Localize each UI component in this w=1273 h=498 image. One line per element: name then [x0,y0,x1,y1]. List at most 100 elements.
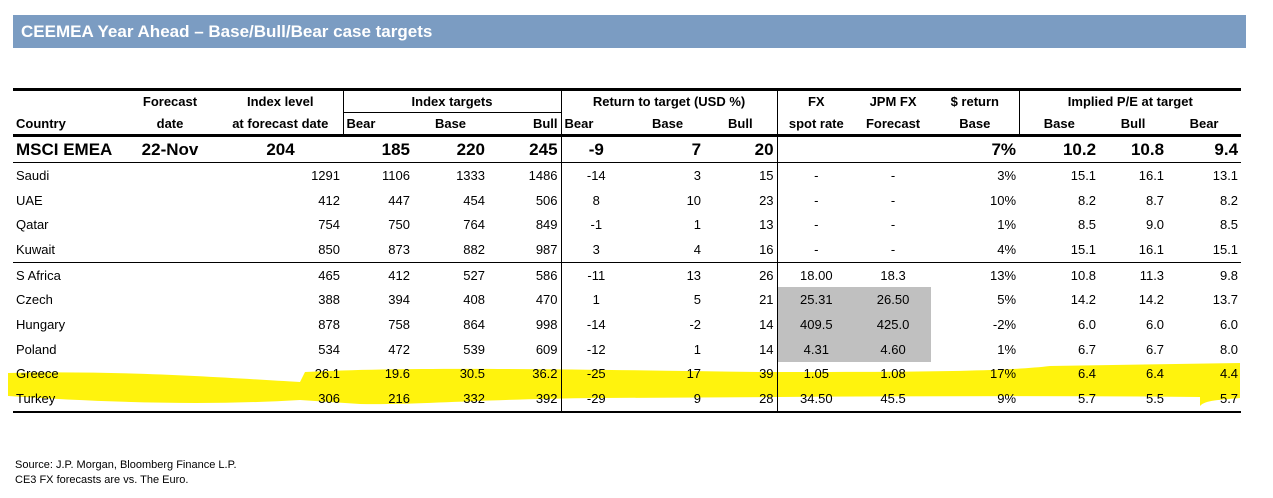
cell: 5.7 [1019,386,1100,413]
cell: 45.5 [855,386,932,413]
cell: 849 [488,212,562,238]
cell [122,188,218,213]
cell: 470 [488,287,562,313]
cell [122,163,218,188]
header-return-base-2: Base [931,112,1020,137]
cell: 13 [631,261,705,288]
cell: -29 [561,386,632,413]
cell: 6.7 [1145,341,1165,357]
cell: 15.1 [1212,241,1239,257]
header-dollar-return: $ return [931,88,1020,113]
header-date: date [122,112,218,137]
source-note: Source: J.P. Morgan, Bloomberg Finance L… [15,458,237,488]
cell: -2 [689,316,702,332]
cell: 26 [704,261,778,288]
cell: 16 [704,237,778,263]
cell [122,386,218,413]
cell: 754 [318,217,340,233]
cell: 17% [990,366,1017,382]
cell: 14 [704,336,778,362]
cell: 9% [931,386,1020,413]
cell: - [814,192,819,208]
header-return-base: Base [631,112,705,137]
cell: -2% [992,316,1017,332]
cell: 454 [463,192,485,208]
table-row: Czech 388 394 408 470 1 5 21 25.31 26.50 5% 14.2 14.… [13,287,1241,313]
cell: 764 [463,217,485,233]
cell: 873 [388,241,410,257]
cell: 1.08 [880,366,906,382]
cell: 392 [488,386,562,413]
cell: -9 [561,135,632,163]
cell: 9 [631,386,705,413]
cell: 6.4 [1145,366,1165,382]
cell: - [814,241,819,257]
cell: 9.0 [1145,217,1165,233]
cell: 539 [463,341,485,357]
header-row-2: Country date at forecast date Bear Base … [13,112,1242,137]
cell: 28 [704,386,778,413]
cell: 10% [990,192,1017,208]
cell: 16.1 [1138,167,1165,183]
cell: 17 [686,366,702,382]
header-forecast: Forecast [122,88,218,113]
header-bear: Bear [342,112,413,137]
header-implied-pe: Implied P/E at target [1018,88,1242,113]
cell: 7% [931,135,1020,163]
cell: 19.6 [384,366,410,382]
header-row-1: Forecast Index level Index targets Retur… [13,88,1242,113]
cell: 609 [488,336,562,362]
cell [122,362,218,387]
cell: 332 [413,386,488,413]
cell: 204 [218,135,343,163]
cell: 882 [463,241,485,257]
cell: 6.4 [1077,366,1097,382]
cell: Poland [16,341,57,357]
cell: 216 [343,386,413,413]
header-return-bear: Bear [561,112,632,137]
cell: 1% [997,341,1017,357]
cell: 36.2 [488,361,562,387]
cell: 8.2 [1077,192,1097,208]
cell: 864 [463,316,485,332]
cell: 6.0 [1145,316,1165,332]
cell: 39 [704,361,778,387]
cell: 13 [704,212,778,238]
header-index-targets: Index targets [342,88,562,113]
cell: Kuwait [16,241,56,257]
cell: -14 [586,316,606,332]
cell: S Africa [13,261,122,288]
header-spot-rate: spot rate [776,112,856,137]
cell: 13.1 [1212,167,1239,183]
cell: 6.0 [1219,316,1239,332]
cell: 10.8 [1099,135,1168,163]
cell: Qatar [16,217,49,233]
cell: - [890,192,896,208]
cell: -1 [590,217,603,233]
header-bull: Bull [488,112,562,137]
cell [122,337,218,362]
cell: 13% [931,261,1020,288]
cell: 26.1 [314,366,340,382]
cell: 878 [318,316,340,332]
cell: -11 [561,261,632,288]
cell: 850 [318,241,340,257]
cell: 5.5 [1099,386,1168,413]
cell: 8.2 [1219,192,1239,208]
table-row: S Africa 465 412 527 586 -11 13 26 18.00 18.3 13% 1… [13,261,1242,288]
cell: 7 [631,135,705,163]
cell: 8 [592,192,600,208]
cell: 11.3 [1099,261,1168,288]
header-index-level: Index level [218,88,343,113]
header-pe-bear: Bear [1167,112,1242,137]
targets-table: Forecast Index level Index targets Retur… [13,88,1242,413]
cell [122,212,218,237]
cell: 23 [704,187,778,213]
cell: 20 [704,135,778,163]
cell: 586 [488,261,562,288]
cell: -12 [586,341,606,357]
cell: 8.0 [1219,341,1239,357]
cell: 3 [592,241,600,257]
cell [122,287,218,312]
cell [122,237,218,262]
